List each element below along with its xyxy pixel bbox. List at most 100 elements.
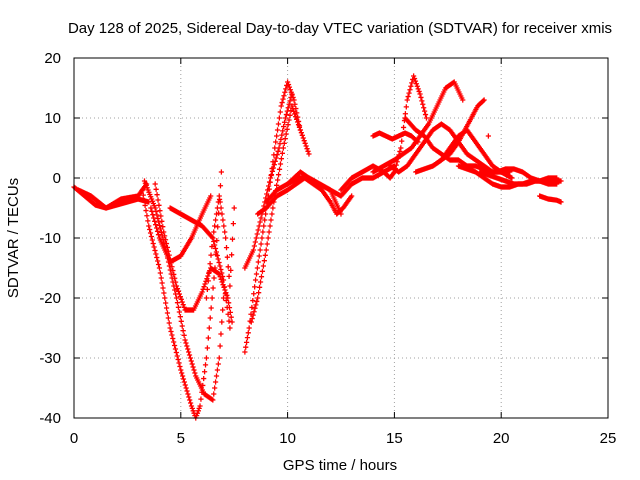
data-point [398, 145, 404, 151]
data-point [165, 315, 171, 321]
data-point [152, 218, 158, 224]
data-point [188, 358, 194, 364]
data-point [268, 172, 275, 178]
data-point [199, 289, 205, 295]
data-point [406, 90, 412, 96]
data-point [207, 315, 213, 321]
data-point [149, 208, 155, 214]
data-point [219, 270, 225, 276]
data-point [209, 234, 215, 240]
data-point [220, 277, 227, 283]
data-point [280, 128, 286, 134]
data-point [179, 323, 185, 329]
data-point [259, 268, 266, 274]
data-point [270, 205, 276, 211]
data-point [205, 278, 211, 284]
data-point [407, 87, 413, 93]
data-point [211, 391, 217, 397]
y-axis-label: SDTVAR / TECUs [5, 178, 22, 298]
data-point [157, 270, 163, 276]
data-point [422, 108, 428, 114]
data-point [208, 305, 214, 311]
data-point [290, 106, 296, 112]
data-point [275, 177, 281, 183]
data-point [197, 403, 203, 409]
data-point [249, 315, 255, 322]
data-point [174, 353, 180, 359]
data-point [274, 182, 280, 188]
series-track-2 [75, 181, 150, 211]
data-point [214, 367, 221, 373]
data-point [157, 208, 163, 214]
data-point [166, 320, 172, 326]
data-point [266, 179, 273, 185]
data-point [203, 355, 210, 361]
data-point [276, 145, 282, 151]
data-point [172, 275, 178, 281]
data-point [413, 81, 419, 87]
data-point [173, 283, 180, 289]
x-tick-label: 25 [600, 430, 617, 447]
data-point [176, 360, 182, 366]
data-point [291, 108, 297, 114]
data-point [172, 287, 178, 293]
data-point [423, 115, 430, 121]
data-point [275, 121, 282, 127]
data-point [140, 192, 146, 198]
data-point [558, 178, 564, 184]
data-point [178, 296, 184, 302]
data-point [295, 122, 302, 128]
data-point [222, 291, 228, 297]
data-point [196, 405, 202, 411]
data-point [157, 222, 163, 229]
data-point [286, 117, 292, 123]
data-point [404, 97, 410, 103]
data-point [303, 143, 309, 149]
grid-layer [74, 58, 608, 418]
y-tick-label: 0 [53, 170, 61, 187]
data-point [411, 75, 418, 82]
chart-title: Day 128 of 2025, Sidereal Day-to-day VTE… [68, 20, 612, 37]
data-point [253, 235, 259, 241]
data-point [218, 331, 224, 337]
data-point [419, 98, 425, 104]
data-point [262, 252, 268, 258]
data-point [272, 158, 278, 164]
data-point [285, 79, 291, 85]
data-point [292, 111, 298, 117]
data-point [150, 212, 156, 218]
data-point [283, 131, 289, 137]
data-point [175, 356, 181, 363]
y-tick-label: -20 [39, 290, 61, 307]
data-point [274, 133, 280, 139]
data-point [256, 284, 263, 290]
data-point [227, 325, 233, 331]
data-point [163, 240, 170, 247]
data-point [168, 260, 174, 266]
data-point [282, 115, 289, 121]
data-point [217, 199, 223, 205]
data-point [268, 217, 274, 223]
data-point [220, 273, 226, 280]
series-track-24 [485, 166, 560, 184]
data-point [264, 241, 270, 247]
data-point [269, 168, 276, 174]
ticks-layer [73, 57, 609, 419]
data-point [274, 152, 280, 158]
data-point [349, 193, 355, 199]
data-point [174, 286, 181, 292]
data-point [221, 284, 228, 290]
data-point [146, 223, 152, 229]
data-point [242, 349, 248, 355]
data-point [189, 405, 195, 411]
series-track-26 [485, 133, 491, 139]
x-tick-label: 15 [386, 430, 403, 447]
data-point [156, 219, 162, 225]
data-point [213, 211, 220, 217]
series-track-12 [255, 175, 355, 217]
series-track-8 [203, 193, 237, 301]
data-point [153, 186, 159, 192]
data-point [212, 245, 219, 252]
data-point [393, 162, 399, 168]
data-point [286, 84, 293, 90]
